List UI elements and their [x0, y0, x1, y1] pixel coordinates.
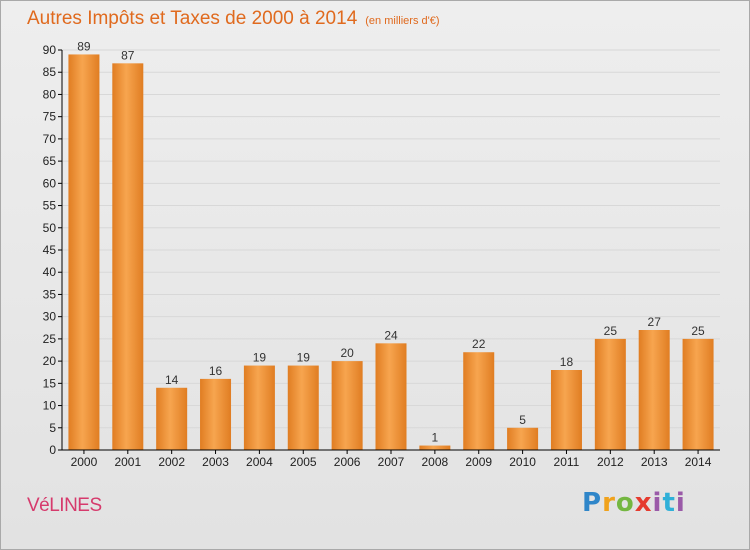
y-tick-label: 75 [43, 110, 57, 124]
bar [419, 445, 451, 450]
x-tick-label: 2006 [334, 455, 361, 469]
y-tick-label: 15 [43, 376, 57, 390]
x-tick-label: 2010 [509, 455, 536, 469]
bar [375, 343, 407, 450]
data-label: 5 [519, 413, 526, 427]
commune-name: VéLINES [27, 495, 102, 516]
y-tick-label: 90 [43, 43, 57, 57]
x-tick-label: 2014 [685, 455, 712, 469]
data-label: 27 [648, 315, 662, 329]
y-tick-label: 30 [43, 310, 57, 324]
bar [463, 352, 495, 450]
chart-title: Autres Impôts et Taxes de 2000 à 2014 [27, 8, 358, 29]
y-tick-label: 45 [43, 243, 57, 257]
bar [287, 365, 319, 450]
y-tick-label: 20 [43, 354, 57, 368]
x-tick-label: 2009 [465, 455, 492, 469]
axes [58, 49, 720, 454]
data-label: 87 [121, 48, 135, 62]
y-tick-label: 35 [43, 287, 57, 301]
y-tick-label: 80 [43, 87, 57, 101]
data-label: 14 [165, 373, 179, 387]
x-tick-label: 2008 [422, 455, 449, 469]
data-label: 25 [604, 324, 618, 338]
x-tick-label: 2000 [71, 455, 98, 469]
bar [550, 370, 582, 450]
bar [594, 338, 626, 450]
data-label: 19 [253, 351, 267, 365]
data-label: 18 [560, 355, 574, 369]
x-tick-label: 2013 [641, 455, 668, 469]
y-tick-label: 25 [43, 332, 57, 346]
x-tick-label: 2011 [554, 455, 580, 469]
bar [507, 427, 539, 450]
y-tick-label: 55 [43, 199, 57, 213]
data-label: 20 [340, 346, 354, 360]
x-tick-label: 2005 [290, 455, 317, 469]
y-tick-label: 60 [43, 176, 57, 190]
bar [331, 361, 363, 450]
y-tick-label: 10 [43, 399, 57, 413]
x-tick-label: 2004 [246, 455, 273, 469]
bars [68, 54, 714, 450]
bar [156, 387, 188, 450]
unit-note: (en milliers d'€) [365, 15, 440, 27]
data-label: 89 [77, 39, 91, 53]
chart-title-block: Autres Impôts et Taxes de 2000 à 2014 (en… [27, 8, 440, 30]
x-tick-label: 2003 [202, 455, 229, 469]
bar [243, 365, 275, 450]
x-tick-label: 2001 [114, 455, 141, 469]
bar [112, 63, 144, 450]
proxiti-logo: Proxiti [582, 488, 686, 518]
x-tick-label: 2012 [597, 455, 624, 469]
y-tick-label: 85 [43, 65, 57, 79]
y-tick-label: 5 [49, 421, 56, 435]
bar [200, 378, 232, 450]
data-label: 1 [432, 431, 439, 445]
x-tick-label: 2007 [378, 455, 405, 469]
y-tick-label: 50 [43, 221, 57, 235]
data-label: 16 [209, 364, 223, 378]
data-label: 19 [297, 351, 311, 365]
y-tick-label: 40 [43, 265, 57, 279]
y-tick-label: 65 [43, 154, 57, 168]
data-label: 22 [472, 337, 486, 351]
bar [682, 338, 714, 450]
data-label: 25 [691, 324, 705, 338]
bar [638, 330, 670, 450]
x-tick-label: 2002 [158, 455, 185, 469]
bar [68, 54, 100, 450]
y-tick-label: 70 [43, 132, 57, 146]
data-label: 24 [384, 328, 398, 342]
y-tick-label: 0 [49, 443, 56, 457]
